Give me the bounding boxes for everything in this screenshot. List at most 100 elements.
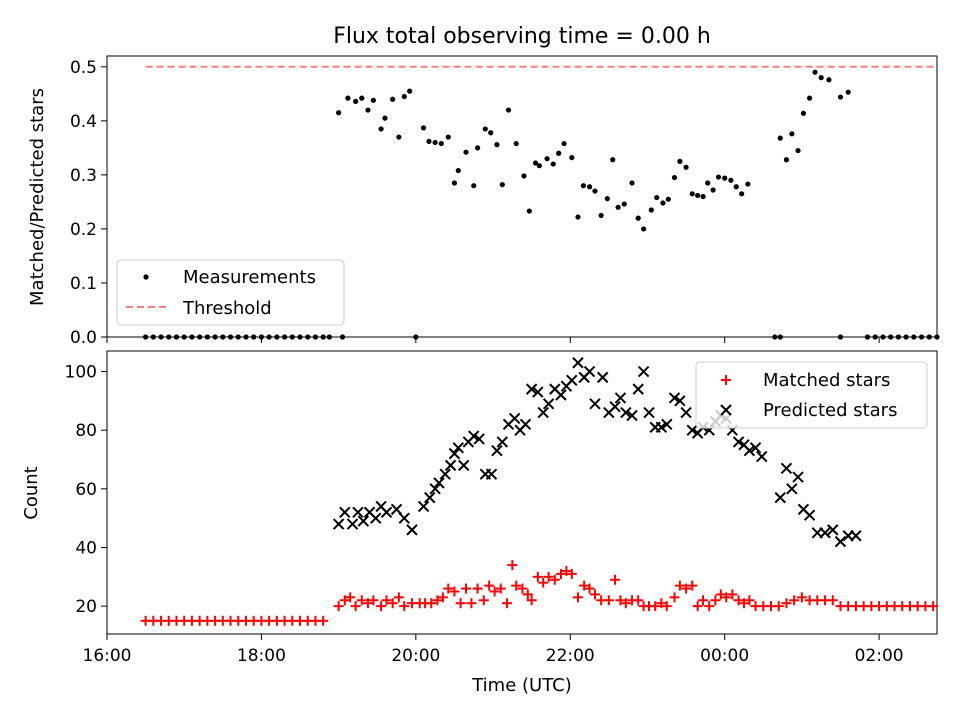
matched-star-point: [461, 583, 472, 594]
top-ytick-label: 0.2: [70, 220, 97, 240]
measurement-point: [326, 334, 332, 340]
matched-star-point: [698, 595, 709, 606]
legend-matched-plus: [721, 375, 731, 385]
matched-star-point: [727, 589, 738, 600]
bottom-xtick-label: 22:00: [546, 646, 595, 666]
predicted-star-point: [780, 462, 793, 475]
measurement-point: [235, 334, 241, 340]
measurement-point: [482, 126, 488, 132]
top-y-axis-label: Matched/Predicted stars: [27, 88, 48, 306]
predicted-star-point: [369, 512, 382, 524]
measurement-point: [895, 334, 901, 340]
measurement-point: [521, 173, 527, 179]
predicted-star-point: [542, 398, 555, 410]
measurement-point: [615, 204, 621, 210]
matched-star-point: [484, 580, 495, 591]
bottom-x-ticks: 16:00 18:00 20:00 22:00 00:00 02:00: [83, 634, 904, 666]
measurement-point: [569, 154, 575, 161]
measurement-point: [181, 334, 187, 340]
predicted-star-point: [491, 445, 503, 457]
bottom-ytick-label: 60: [75, 480, 97, 500]
measurement-point: [281, 334, 288, 340]
matched-star-point: [443, 583, 454, 594]
matched-star-point: [669, 592, 680, 603]
measurement-point: [370, 97, 376, 103]
predicted-star-point: [332, 518, 345, 530]
measurement-point: [580, 183, 586, 189]
predicted-star-point: [774, 491, 786, 504]
measurement-point: [166, 334, 172, 340]
measurement-point: [598, 212, 604, 219]
matched-star-point: [661, 601, 672, 612]
matched-star-point: [738, 598, 749, 609]
bottom-xtick-label: 18:00: [237, 646, 286, 666]
predicted-star-point: [357, 515, 370, 527]
measurement-point: [536, 163, 542, 169]
measurement-point: [212, 334, 218, 340]
measurement-point: [505, 107, 512, 113]
measurement-point: [463, 149, 469, 155]
predicted-star-point: [417, 500, 430, 513]
predicted-star-point: [508, 412, 521, 425]
measurement-point: [689, 191, 695, 197]
measurement-point: [683, 164, 689, 170]
predicted-star-point: [537, 406, 549, 419]
measurement-point: [544, 156, 550, 162]
measurement-point: [158, 334, 164, 340]
predicted-star-point: [756, 450, 768, 463]
bottom-legend-box: [695, 361, 928, 429]
matched-star-point: [579, 580, 590, 591]
measurement-point: [665, 196, 671, 202]
legend-matched-label: Matched stars: [763, 370, 890, 391]
measurement-point: [715, 174, 722, 180]
measurement-point: [888, 334, 894, 340]
matched-star-point: [350, 601, 361, 612]
matched-star-point: [368, 595, 379, 606]
measurement-point: [903, 334, 909, 340]
measurement-point: [243, 334, 249, 340]
measurement-point: [378, 126, 384, 132]
measurement-point: [926, 334, 932, 340]
measurement-point: [872, 334, 878, 340]
measurement-point: [710, 187, 716, 193]
measurement-point: [396, 134, 402, 140]
measurement-point: [845, 89, 851, 95]
matched-star-point: [572, 592, 583, 603]
x-axis-label: Time (UTC): [471, 675, 572, 696]
predicted-star-point: [596, 371, 609, 384]
measurement-point: [837, 94, 844, 100]
predicted-star-point: [380, 506, 393, 519]
predicted-star-point: [827, 524, 839, 536]
predicted-star-point: [680, 406, 692, 419]
measurement-point: [426, 138, 432, 144]
matched-star-point: [426, 598, 437, 609]
top-y-ticks: 0.0 0.1 0.2 0.3 0.4 0.5: [70, 58, 107, 348]
measurement-point: [610, 157, 616, 163]
predicted-star-point: [473, 433, 485, 445]
predicted-star-point: [632, 383, 644, 395]
predicted-star-point: [786, 483, 798, 495]
measurement-point: [556, 150, 562, 156]
matched-star-point: [620, 598, 631, 609]
predicted-star-point: [406, 524, 418, 536]
matched-star-point: [692, 601, 703, 612]
matched-star-point: [432, 595, 443, 606]
measurement-point: [320, 334, 326, 340]
matched-star-point: [733, 595, 744, 606]
matched-star-point: [555, 568, 566, 579]
predicted-star-point: [749, 442, 762, 454]
measurement-point: [671, 174, 678, 181]
predicted-star-point: [732, 436, 745, 448]
measurement-point: [220, 334, 226, 340]
measurement-point: [745, 181, 751, 187]
measurement-point: [204, 334, 210, 340]
matched-star-point: [339, 595, 350, 606]
top-legend: Measurements Threshold: [116, 259, 345, 326]
predicted-star-point: [352, 506, 364, 519]
measurement-point: [420, 125, 427, 131]
predicted-star-point: [589, 398, 601, 410]
measurement-point: [382, 115, 388, 121]
measurement-point: [700, 193, 706, 200]
measurement-point: [499, 182, 505, 188]
